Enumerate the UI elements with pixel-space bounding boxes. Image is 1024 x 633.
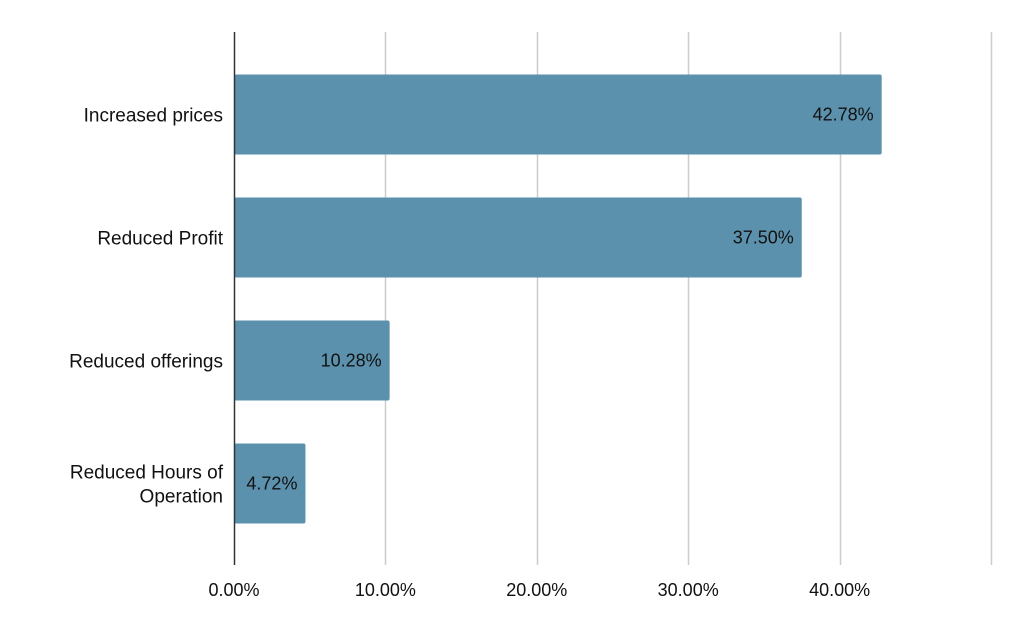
bar: [234, 320, 390, 401]
category-label: Reduced offerings: [69, 352, 223, 373]
x-tick-label: 0.00%: [208, 580, 259, 600]
x-tick-label: 20.00%: [506, 580, 567, 600]
x-tick-label: 30.00%: [658, 580, 719, 600]
bar: [234, 74, 882, 155]
data-label: 37.50%: [733, 228, 794, 248]
x-tick-label: 40.00%: [809, 580, 870, 600]
category-label: Reduced Profit: [97, 229, 223, 250]
labels: 0.00% 10.00% 20.00% 30.00% 40.00% 42.78% Incre…: [69, 105, 874, 601]
category-label: Increased prices: [84, 106, 223, 127]
data-label: 10.28%: [321, 351, 382, 371]
category-label: Reduced Hours of: [70, 463, 224, 484]
data-label: 4.72%: [246, 474, 297, 494]
data-label: 42.78%: [813, 105, 874, 125]
bar: [234, 443, 306, 524]
category-label: Operation: [140, 487, 223, 508]
bar: [234, 197, 802, 278]
x-tick-label: 10.00%: [355, 580, 416, 600]
bars: [234, 74, 882, 524]
